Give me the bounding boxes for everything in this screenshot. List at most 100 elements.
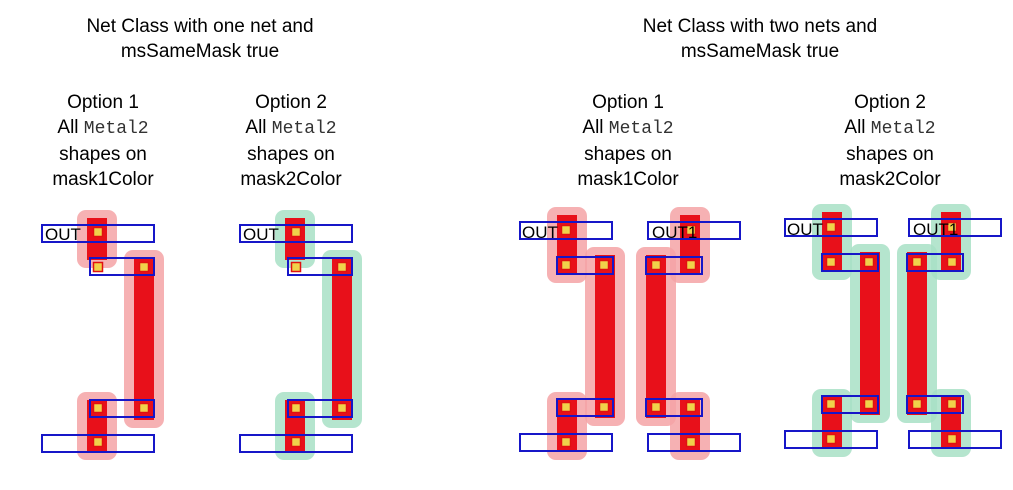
net-label: OUT1	[913, 220, 958, 239]
option-prefix: All	[245, 117, 267, 138]
via-square	[560, 224, 572, 236]
s1-option2-caption: Option 2 All Metal2 shapes on mask2Color	[211, 90, 371, 192]
pin-box	[821, 253, 879, 272]
pin-box	[784, 218, 878, 237]
via-square	[92, 402, 104, 414]
via-square	[598, 259, 610, 271]
via-square	[290, 226, 302, 238]
option-layer-line: All Metal2	[211, 115, 371, 142]
via-square	[946, 221, 958, 233]
option-mask: mask1Color	[577, 169, 679, 190]
via-square	[946, 256, 958, 268]
pin-box	[645, 256, 703, 275]
pin-box	[821, 395, 879, 414]
via-square	[560, 259, 572, 271]
via-square	[863, 256, 875, 268]
pin-box	[89, 257, 155, 276]
via-square	[650, 401, 662, 413]
via-square	[290, 261, 302, 273]
option-layer-line: All Metal2	[23, 115, 183, 142]
via-square	[560, 401, 572, 413]
via-square	[290, 436, 302, 448]
via-square	[685, 224, 697, 236]
via-square	[685, 401, 697, 413]
metal2-shape	[860, 252, 880, 415]
option-mask: mask2Color	[839, 169, 941, 190]
section-2-heading-line1: Net Class with two nets and	[642, 16, 878, 37]
pin-box	[41, 434, 155, 453]
pin-box	[906, 395, 964, 414]
pin-box	[647, 433, 741, 452]
via-square	[825, 398, 837, 410]
via-square	[92, 261, 104, 273]
metal2-shape	[907, 252, 927, 415]
via-square	[92, 226, 104, 238]
option-layer-line: All Metal2	[548, 115, 708, 142]
via-square	[825, 256, 837, 268]
option-prefix: All	[582, 117, 604, 138]
via-square	[685, 259, 697, 271]
via-square	[863, 398, 875, 410]
option-layer-name: Metal2	[83, 119, 149, 139]
metal2-shape	[332, 258, 352, 420]
via-square	[598, 401, 610, 413]
pin-box	[239, 434, 353, 453]
pin-box	[556, 256, 614, 275]
option-line3: shapes on	[247, 144, 335, 165]
pin-box	[784, 430, 878, 449]
via-square	[560, 436, 572, 448]
via-square	[825, 221, 837, 233]
section-1-heading-line2: msSameMask true	[120, 41, 280, 62]
via-square	[911, 256, 923, 268]
via-square	[911, 398, 923, 410]
option-layer-name: Metal2	[608, 119, 674, 139]
s1-option1-caption: Option 1 All Metal2 shapes on mask1Color	[23, 90, 183, 192]
option-title: Option 1	[592, 92, 664, 113]
pin-box	[519, 221, 613, 240]
via-square	[650, 259, 662, 271]
option-layer-line: All Metal2	[810, 115, 970, 142]
option-prefix: All	[844, 117, 866, 138]
option-mask: mask1Color	[52, 169, 154, 190]
option-line3: shapes on	[584, 144, 672, 165]
net-label: OUT	[45, 225, 81, 244]
section-2-heading: Net Class with two nets and msSameMask t…	[600, 14, 920, 64]
net-label: OUT	[522, 223, 558, 242]
pin-box	[647, 221, 741, 240]
pin-box	[41, 224, 155, 243]
pin-box	[556, 398, 614, 417]
option-mask: mask2Color	[240, 169, 342, 190]
pin-box	[908, 218, 1002, 237]
via-square	[138, 261, 150, 273]
via-square	[825, 433, 837, 445]
metal2-shape	[595, 255, 615, 418]
via-square	[336, 402, 348, 414]
metal2-shape	[646, 255, 666, 418]
option-title: Option 2	[854, 92, 926, 113]
via-square	[685, 436, 697, 448]
via-square	[138, 402, 150, 414]
pin-box	[645, 398, 703, 417]
s2-option2-caption: Option 2 All Metal2 shapes on mask2Color	[810, 90, 970, 192]
via-square	[336, 261, 348, 273]
option-prefix: All	[57, 117, 79, 138]
net-label: OUT	[243, 225, 279, 244]
option-title: Option 1	[67, 92, 139, 113]
via-square	[92, 436, 104, 448]
option-layer-name: Metal2	[271, 119, 337, 139]
via-square	[946, 433, 958, 445]
pin-box	[908, 430, 1002, 449]
option-line3: shapes on	[59, 144, 147, 165]
via-square	[946, 398, 958, 410]
pin-box	[89, 399, 155, 418]
pin-box	[239, 224, 353, 243]
section-2-heading-line2: msSameMask true	[680, 41, 840, 62]
net-label: OUT1	[652, 223, 697, 242]
net-label: OUT	[787, 220, 823, 239]
pin-box	[906, 253, 964, 272]
pin-box	[287, 257, 353, 276]
option-title: Option 2	[255, 92, 327, 113]
option-line3: shapes on	[846, 144, 934, 165]
pin-box	[287, 399, 353, 418]
